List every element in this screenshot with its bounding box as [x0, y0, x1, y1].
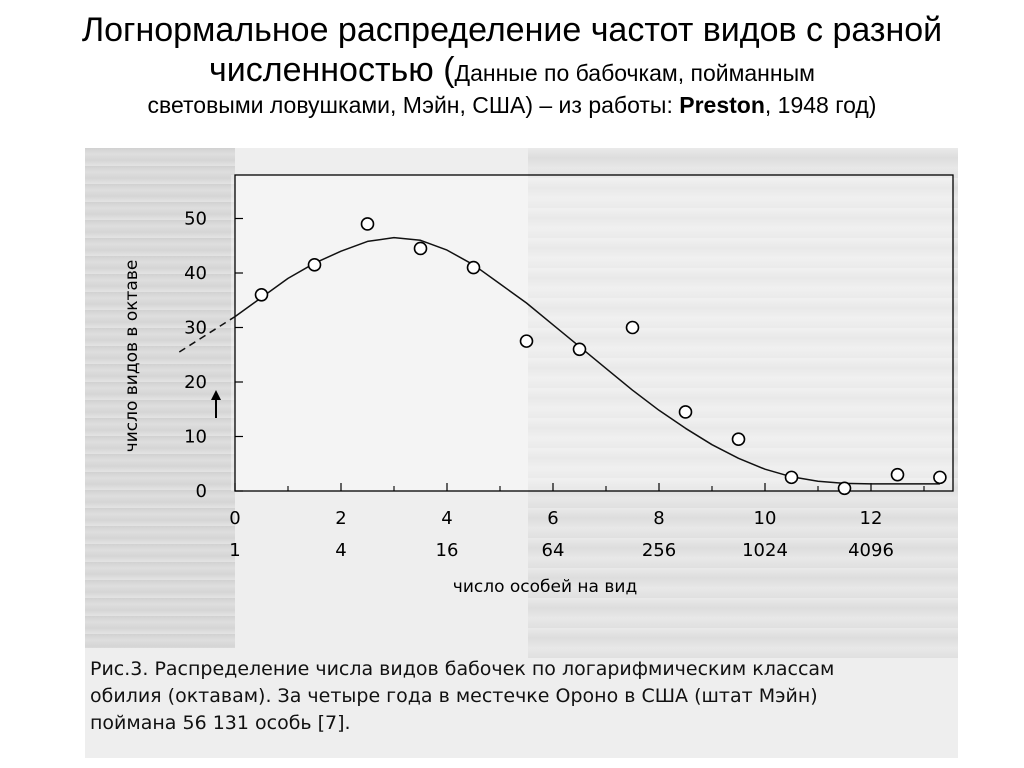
title-paren: Данные по бабочкам, пойманным — [454, 60, 815, 87]
slide-title: Логнормальное распределение частот видов… — [0, 10, 1024, 119]
title-line3-suffix: , 1948 год) — [764, 92, 877, 119]
data-point — [413, 241, 428, 256]
data-point — [933, 470, 947, 485]
x-secondary-tick-label: 16 — [436, 540, 459, 561]
y-tick-label: 30 — [184, 318, 207, 339]
x-tick-label: 0 — [229, 508, 240, 529]
y-tick-label: 0 — [196, 481, 207, 502]
page-bleed-left — [85, 148, 235, 648]
data-point — [572, 342, 587, 357]
x-tick-label: 6 — [547, 508, 558, 529]
title-author: Preston — [679, 92, 765, 119]
figure-caption: Рис.3. Распределение числа видов бабочек… — [90, 656, 935, 737]
x-tick-label: 2 — [335, 508, 346, 529]
curves — [178, 236, 940, 485]
x-tick-label: 10 — [754, 508, 777, 529]
data-point — [466, 260, 481, 275]
x-secondary-tick-label: 1 — [229, 540, 240, 561]
data-point — [254, 288, 269, 302]
x-secondary-tick-label: 1024 — [742, 540, 788, 561]
x-secondary-tick-label: 256 — [642, 540, 676, 561]
title-line3-prefix: световыми ловушками, Мэйн, США) – из раб… — [147, 92, 680, 119]
extrapolation-dashed-line — [178, 315, 236, 353]
y-tick-label: 20 — [184, 372, 207, 393]
data-point — [784, 470, 799, 485]
caption-line-3: поймана 56 131 особь [7]. — [90, 712, 351, 734]
data-point — [360, 217, 375, 231]
y-tick-label: 10 — [184, 427, 207, 448]
y-axis-label: число видов в октаве — [122, 260, 142, 453]
x-secondary-tick-label: 4096 — [848, 540, 894, 561]
plot-frame — [234, 174, 954, 492]
y-tick-label: 50 — [184, 209, 207, 230]
title-line-3: световыми ловушками, Мэйн, США) – из раб… — [0, 92, 1024, 119]
data-point — [519, 334, 534, 348]
data-point — [837, 481, 852, 496]
title-main: Логнормальное распределение частот видов… — [81, 11, 943, 90]
caption-line-2: обилия (октавам). За четыре года в месте… — [90, 685, 818, 707]
lognormal-fit-curve — [234, 236, 940, 485]
y-tick-label: 40 — [184, 263, 207, 284]
scanned-figure: 0 1 2 4 4 16 6 64 8 256 10 1024 12 4096 0 10 20 30 40 50 чи… — [85, 148, 958, 758]
axes — [234, 174, 954, 492]
x-secondary-tick-label: 64 — [542, 540, 565, 561]
caption-line-1: Рис.3. Распределение числа видов бабочек… — [90, 658, 835, 680]
x-tick-label: 8 — [653, 508, 664, 529]
data-point — [678, 405, 693, 419]
data-points — [254, 217, 947, 496]
data-point — [890, 467, 905, 482]
y-axis-arrow — [211, 390, 221, 418]
plot-area-background — [231, 175, 953, 491]
data-point — [625, 320, 640, 335]
x-secondary-tick-label: 4 — [335, 540, 346, 561]
page-bleed-right — [528, 148, 958, 658]
x-tick-label: 12 — [860, 508, 883, 529]
x-tick-label: 4 — [441, 508, 452, 529]
data-point — [307, 258, 322, 272]
x-axis-label: число особей на вид — [453, 577, 637, 597]
data-point — [731, 432, 746, 447]
